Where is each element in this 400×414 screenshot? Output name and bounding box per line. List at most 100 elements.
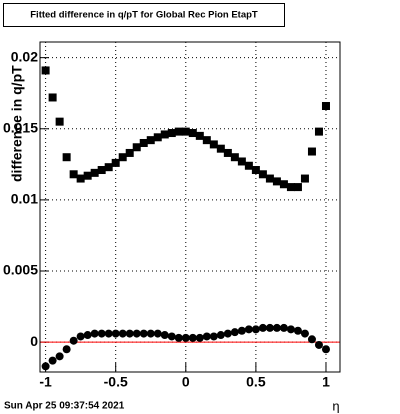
square-point bbox=[188, 129, 197, 138]
circle-point bbox=[293, 326, 302, 335]
square-point bbox=[41, 66, 50, 75]
circle-point bbox=[181, 333, 190, 342]
circle-point bbox=[195, 333, 204, 342]
circle-point bbox=[216, 331, 225, 340]
square-point bbox=[195, 131, 204, 140]
circle-point bbox=[160, 331, 169, 340]
square-point bbox=[139, 138, 148, 147]
square-point bbox=[286, 183, 295, 192]
circle-point bbox=[265, 323, 274, 332]
plot-frame bbox=[39, 41, 341, 373]
square-point bbox=[104, 163, 113, 172]
y-tick-label: 0.005 bbox=[3, 262, 38, 278]
circle-point bbox=[307, 335, 316, 344]
circle-point bbox=[202, 332, 211, 341]
square-point bbox=[216, 144, 225, 153]
circle-point bbox=[97, 329, 106, 338]
square-point bbox=[314, 127, 323, 136]
timestamp: Sun Apr 25 09:37:54 2021 bbox=[4, 401, 125, 412]
square-point bbox=[167, 129, 176, 138]
square-point bbox=[83, 171, 92, 180]
circle-point bbox=[167, 332, 176, 341]
circle-point bbox=[69, 336, 78, 345]
circle-point bbox=[174, 333, 183, 342]
circle-point bbox=[300, 329, 309, 338]
circle-point bbox=[188, 333, 197, 342]
square-point bbox=[69, 170, 78, 179]
circle-point bbox=[244, 325, 253, 334]
circle-point bbox=[223, 329, 232, 338]
square-point bbox=[272, 177, 281, 186]
circle-point bbox=[139, 329, 148, 338]
circle-point bbox=[76, 332, 85, 341]
square-point bbox=[160, 130, 169, 139]
circle-point bbox=[209, 332, 218, 341]
square-point bbox=[76, 174, 85, 183]
square-point bbox=[209, 140, 218, 149]
square-point bbox=[97, 166, 106, 175]
square-point bbox=[111, 158, 120, 167]
x-tick-label: -0.5 bbox=[104, 374, 128, 390]
square-point bbox=[62, 153, 71, 162]
circle-point bbox=[251, 325, 260, 334]
square-point bbox=[265, 174, 274, 183]
square-point bbox=[223, 148, 232, 157]
circle-point bbox=[55, 352, 64, 361]
square-point bbox=[202, 136, 211, 145]
square-point bbox=[48, 93, 57, 102]
square-point bbox=[258, 170, 267, 179]
circle-point bbox=[321, 345, 330, 354]
square-point bbox=[55, 117, 64, 126]
circle-point bbox=[258, 323, 267, 332]
circle-point bbox=[111, 329, 120, 338]
circle-point bbox=[48, 356, 57, 365]
square-point bbox=[181, 127, 190, 136]
circle-point bbox=[90, 329, 99, 338]
circle-point bbox=[132, 329, 141, 338]
circle-point bbox=[62, 345, 71, 354]
square-point bbox=[237, 157, 246, 166]
x-tick-label: 1 bbox=[322, 374, 330, 390]
y-axis-label: difference in q/pT bbox=[9, 65, 25, 182]
square-point bbox=[125, 148, 134, 157]
square-point bbox=[90, 168, 99, 177]
chart-title: Fitted difference in q/pT for Global Rec… bbox=[30, 10, 258, 21]
square-point bbox=[230, 153, 239, 162]
square-point bbox=[307, 147, 316, 156]
circle-point bbox=[83, 331, 92, 340]
circle-point bbox=[153, 329, 162, 338]
square-point bbox=[300, 174, 309, 183]
circle-point bbox=[146, 329, 155, 338]
y-tick-label: 0.01 bbox=[11, 191, 38, 207]
y-tick-label: 0.015 bbox=[3, 119, 38, 135]
circle-point bbox=[279, 323, 288, 332]
circle-point bbox=[286, 325, 295, 334]
circle-point bbox=[104, 329, 113, 338]
title-box bbox=[3, 3, 285, 27]
square-point bbox=[321, 102, 330, 111]
x-tick-label: 0 bbox=[182, 374, 190, 390]
square-point bbox=[132, 143, 141, 152]
x-tick-label: 0.5 bbox=[246, 374, 266, 390]
circle-point bbox=[125, 329, 134, 338]
square-point bbox=[279, 180, 288, 189]
x-axis-label: η bbox=[332, 398, 339, 413]
circle-point bbox=[272, 323, 281, 332]
square-point bbox=[251, 166, 260, 175]
square-point bbox=[244, 161, 253, 170]
circle-point bbox=[118, 329, 127, 338]
square-point bbox=[174, 127, 183, 136]
circle-point bbox=[41, 362, 50, 371]
square-point bbox=[293, 183, 302, 192]
circle-point bbox=[237, 326, 246, 335]
square-point bbox=[153, 133, 162, 142]
x-tick-label: -1 bbox=[39, 374, 52, 390]
y-tick-label: 0 bbox=[30, 333, 38, 349]
y-tick-label: 0.02 bbox=[11, 48, 38, 64]
circle-point bbox=[230, 328, 239, 337]
circle-point bbox=[314, 340, 323, 349]
square-point bbox=[118, 153, 127, 162]
square-point bbox=[146, 136, 155, 145]
